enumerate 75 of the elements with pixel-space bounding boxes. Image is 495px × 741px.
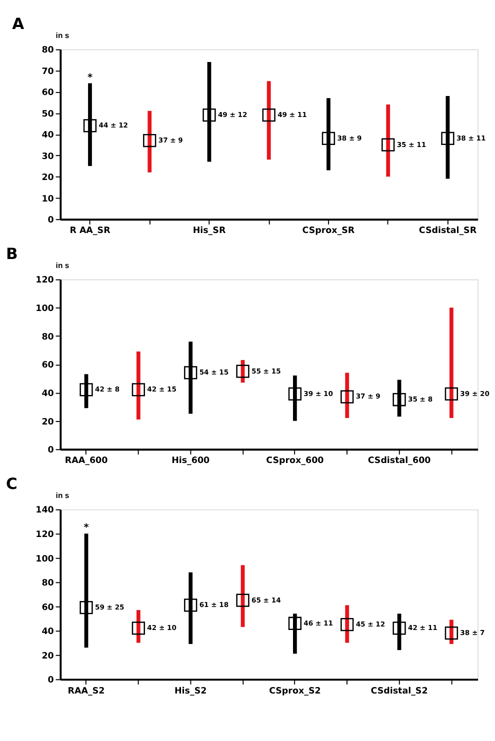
x-tick-label: CSprox_S2 [269, 686, 321, 696]
y-tick-label: 40 [42, 130, 54, 141]
point [288, 387, 302, 401]
y-tick-label: 60 [42, 88, 54, 98]
chart-title: C [6, 474, 18, 493]
annotation: * [87, 72, 93, 84]
x-tick-label: CSdistal_600 [368, 456, 431, 466]
y-tick-label: 80 [42, 332, 54, 342]
y-axis-title: in s [56, 261, 70, 270]
y-tick-label: 100 [36, 554, 54, 564]
y-tick-label: 80 [42, 46, 54, 56]
x-tick-label: CSdistal_S2 [370, 686, 428, 696]
x-tick-label: CSprox_SR [302, 226, 355, 236]
point [322, 132, 336, 146]
point [444, 387, 458, 401]
x-tick-label: His_S2 [174, 686, 207, 696]
chart-title: A [12, 14, 24, 33]
y-tick-label: 20 [42, 173, 54, 184]
point [80, 601, 93, 614]
y-axis-title: in s [56, 491, 70, 500]
y-tick-label: 100 [36, 304, 54, 314]
x-tick-label: CSprox_600 [266, 456, 324, 466]
bar [386, 104, 390, 177]
point [288, 616, 302, 630]
y-tick-label: 50 [42, 109, 54, 120]
y-tick-label: 120 [36, 276, 54, 286]
bar [345, 605, 350, 643]
point [143, 134, 156, 148]
bar [136, 610, 140, 643]
point [441, 132, 454, 146]
point [202, 108, 216, 122]
bar [148, 110, 152, 172]
y-tick-label: 30 [42, 152, 54, 162]
chart-title: B [6, 244, 18, 263]
point [184, 366, 198, 380]
x-tick-label: RAA_600 [64, 456, 108, 466]
bar [345, 372, 350, 418]
x-tick-label: His_SR [192, 226, 226, 236]
point [444, 626, 458, 640]
y-tick-label: 0 [48, 446, 54, 456]
x-tick-label: CSdistal_SR [418, 226, 477, 236]
y-tick-label: 60 [42, 360, 54, 371]
y-tick-label: 140 [36, 506, 54, 516]
x-tick-label: His_600 [172, 456, 210, 466]
y-tick-label: 80 [42, 578, 54, 589]
point [382, 138, 395, 152]
y-tick-label: 70 [42, 66, 54, 77]
y-tick-label: 120 [36, 530, 54, 540]
x-tick-label: R AA_SR [70, 226, 111, 236]
y-tick-label: 40 [42, 627, 54, 638]
y-tick-label: 0 [48, 216, 54, 226]
y-tick-label: 0 [48, 676, 54, 686]
bar [136, 351, 140, 420]
x-tick-label: RAA_S2 [68, 686, 105, 696]
point [236, 594, 250, 607]
point [132, 383, 146, 396]
point [236, 364, 250, 378]
y-tick-label: 60 [42, 602, 54, 613]
point [184, 598, 198, 612]
y-tick-label: 10 [42, 194, 54, 204]
point [392, 622, 406, 635]
y-axis-title: in s [56, 31, 70, 40]
y-tick-label: 20 [42, 651, 54, 662]
point [262, 108, 276, 122]
point [83, 119, 97, 132]
point [340, 618, 354, 632]
bar [266, 81, 271, 160]
point [80, 383, 93, 396]
bar [450, 308, 454, 418]
point [340, 390, 354, 404]
y-tick-label: 40 [42, 388, 54, 399]
point [132, 622, 146, 635]
annotation: * [84, 522, 89, 534]
y-tick-label: 20 [42, 417, 54, 428]
point [392, 393, 406, 406]
